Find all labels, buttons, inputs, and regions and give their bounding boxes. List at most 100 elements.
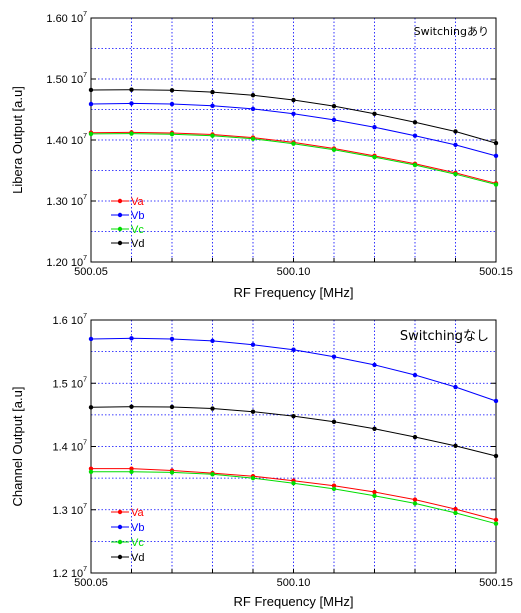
data-point-vb bbox=[372, 362, 377, 368]
data-point-vc bbox=[493, 521, 499, 526]
data-point-vb bbox=[250, 106, 256, 112]
data-point-vc bbox=[331, 147, 337, 152]
legend-label-vb: Vb bbox=[131, 210, 144, 222]
series-vc bbox=[88, 131, 499, 187]
data-point-vc bbox=[169, 470, 175, 475]
data-point-vc bbox=[169, 132, 175, 137]
data-point-vb bbox=[250, 342, 256, 347]
legend-marker-vc bbox=[117, 539, 123, 545]
chart-panel-1: 1.20 107 1.30 107 1.40 107 1.50 107 1.60 107… bbox=[10, 11, 513, 300]
data-point-vd bbox=[129, 87, 134, 92]
legend-marker-va bbox=[117, 198, 123, 204]
data-point-va bbox=[453, 506, 458, 512]
data-point-vc bbox=[453, 510, 458, 516]
data-point-vc bbox=[129, 469, 134, 474]
data-point-vc bbox=[250, 475, 256, 481]
data-point-vd bbox=[169, 404, 175, 410]
data-point-vb bbox=[169, 101, 175, 107]
legend: Va Vb Vc Vd bbox=[111, 507, 145, 564]
legend-label-vd: Vd bbox=[131, 238, 144, 250]
legend-marker-vb bbox=[117, 212, 123, 218]
data-point-vd bbox=[331, 103, 337, 109]
legend-marker-vb bbox=[117, 524, 123, 530]
y-tick-label: 1.6 107 bbox=[53, 313, 88, 327]
y-tick-label: 1.3 107 bbox=[53, 503, 88, 517]
x-tick-label: 500.10 bbox=[277, 266, 311, 278]
data-point-vc bbox=[250, 136, 256, 141]
data-point-vb bbox=[210, 338, 215, 344]
data-point-vd bbox=[210, 406, 215, 411]
x-tick-label: 500.05 bbox=[74, 266, 108, 278]
data-point-vb bbox=[372, 124, 377, 130]
data-point-vd bbox=[493, 453, 499, 459]
legend-marker-vd bbox=[117, 240, 123, 246]
legend-label-vc: Vc bbox=[131, 224, 144, 236]
x-tick-label: 500.15 bbox=[479, 266, 513, 278]
legend-marker-vd bbox=[117, 554, 123, 560]
data-point-vb bbox=[493, 153, 499, 159]
data-point-vb bbox=[493, 398, 499, 404]
data-point-vc bbox=[453, 171, 458, 177]
data-point-vb bbox=[291, 111, 296, 116]
x-axis-label: RF Frequency [MHz] bbox=[234, 285, 354, 300]
x-axis-label: RF Frequency [MHz] bbox=[234, 594, 354, 609]
y-axis-label: Channel Output [a.u] bbox=[10, 387, 25, 507]
data-point-vd bbox=[291, 413, 296, 419]
data-point-vd bbox=[169, 88, 175, 93]
data-point-vd bbox=[412, 434, 418, 440]
data-point-vc bbox=[331, 486, 337, 492]
data-point-va bbox=[493, 517, 499, 523]
x-tick-label: 500.15 bbox=[479, 577, 513, 589]
x-tick-label: 500.10 bbox=[277, 577, 311, 589]
y-tick-label: 1.20 107 bbox=[46, 255, 87, 269]
y-tick-label: 1.50 107 bbox=[46, 72, 87, 86]
data-point-vd bbox=[331, 419, 337, 425]
data-point-vd bbox=[453, 443, 458, 449]
y-tick-label: 1.5 107 bbox=[53, 376, 88, 390]
data-point-vb bbox=[331, 354, 337, 359]
data-point-vc bbox=[88, 131, 94, 137]
y-tick-label: 1.2 107 bbox=[53, 566, 88, 580]
data-point-va bbox=[372, 489, 377, 495]
switching-annotation: Switchingあり bbox=[414, 25, 489, 38]
data-point-vc bbox=[88, 469, 94, 474]
data-point-vd bbox=[291, 97, 296, 103]
legend-marker-va bbox=[117, 509, 123, 515]
legend-label-va: Va bbox=[131, 507, 145, 519]
data-point-vb bbox=[412, 133, 418, 138]
data-point-vd bbox=[88, 405, 94, 410]
y-tick-label: 1.40 107 bbox=[46, 133, 87, 147]
data-point-va bbox=[331, 483, 337, 488]
chart-panel-2: 1.2 107 1.3 107 1.4 107 1.5 107 1.6 107 500.0… bbox=[10, 313, 513, 609]
data-point-vb bbox=[88, 101, 94, 107]
data-point-vd bbox=[412, 120, 418, 125]
data-point-vc bbox=[412, 501, 418, 506]
data-point-vc bbox=[372, 154, 377, 160]
y-tick-label: 1.30 107 bbox=[46, 194, 87, 208]
series-vd bbox=[88, 87, 499, 146]
x-tick-label: 500.05 bbox=[74, 577, 108, 589]
data-point-vb bbox=[210, 103, 215, 109]
series-line-va bbox=[91, 468, 497, 521]
legend-label-vb: Vb bbox=[131, 522, 144, 534]
data-point-vd bbox=[250, 409, 256, 414]
data-point-vc bbox=[412, 162, 418, 168]
series-vb bbox=[88, 336, 499, 404]
data-point-vb bbox=[129, 101, 134, 106]
data-point-vc bbox=[129, 131, 134, 136]
data-point-vb bbox=[169, 336, 175, 342]
data-point-vd bbox=[210, 89, 215, 95]
legend: Va Vb Vc Vd bbox=[111, 196, 145, 250]
switching-annotation: Switchingなし bbox=[400, 329, 489, 344]
y-tick-label: 1.4 107 bbox=[53, 440, 88, 454]
data-point-vc bbox=[210, 472, 215, 477]
series-va bbox=[88, 466, 499, 523]
grid bbox=[91, 18, 496, 262]
data-point-vd bbox=[372, 111, 377, 116]
data-point-vb bbox=[88, 336, 94, 342]
data-point-vc bbox=[372, 493, 377, 499]
data-point-vd bbox=[88, 87, 94, 93]
data-point-vd bbox=[250, 92, 256, 98]
legend-marker-vc bbox=[117, 226, 123, 232]
